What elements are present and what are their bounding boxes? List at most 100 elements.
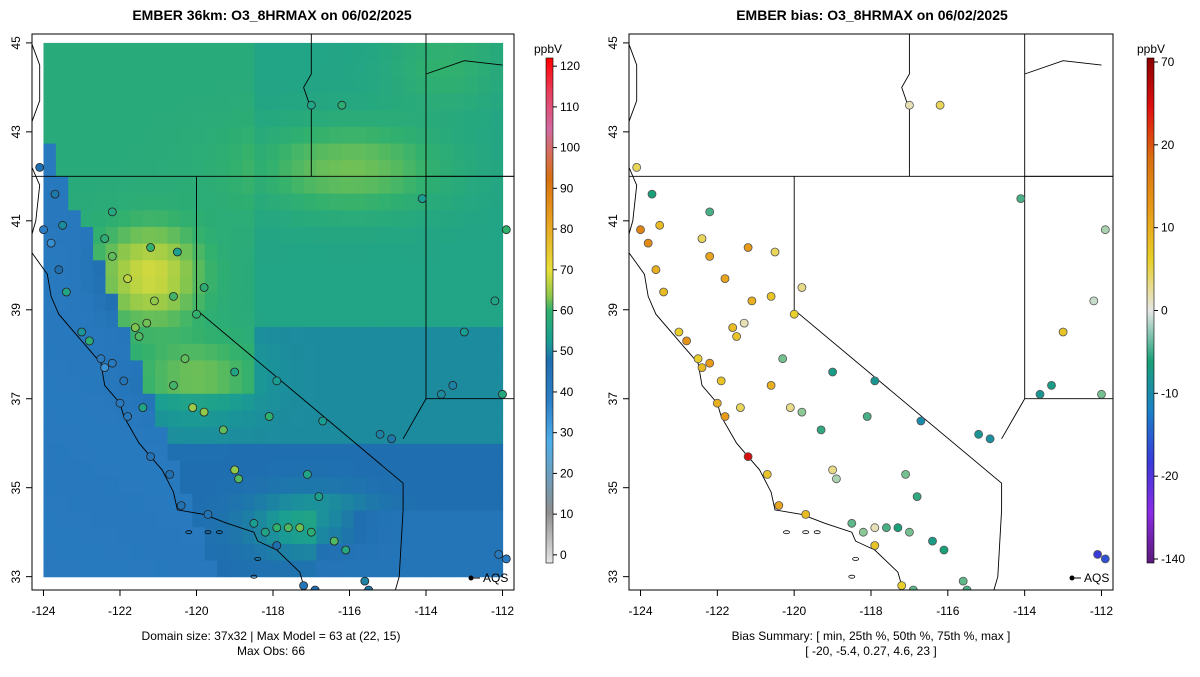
heatmap-cell <box>279 293 293 311</box>
heatmap-cell <box>328 142 342 161</box>
heatmap-cell <box>68 543 82 561</box>
heatmap-cell <box>266 226 280 244</box>
heatmap-cell <box>241 459 255 478</box>
heatmap-cell <box>366 509 380 528</box>
heatmap-cell <box>452 159 466 177</box>
heatmap-cell <box>130 476 144 494</box>
station-obs-marker <box>46 238 56 248</box>
heatmap-cell <box>428 326 442 344</box>
heatmap-cell <box>68 393 82 411</box>
heatmap-cell <box>415 426 429 444</box>
island <box>250 574 258 579</box>
station-bias-marker <box>743 452 753 462</box>
heatmap-cell <box>403 543 417 561</box>
heatmap-cell <box>241 493 255 511</box>
x-tick-label: -122 <box>108 604 132 618</box>
heatmap-cell <box>155 159 169 177</box>
heatmap-cell <box>452 393 466 411</box>
heatmap-cell <box>167 443 181 461</box>
heatmap-cell <box>477 276 491 294</box>
station-bias-marker <box>816 425 826 435</box>
heatmap-cell <box>490 59 504 77</box>
heatmap-cell <box>477 126 491 144</box>
heatmap-cell <box>117 459 131 478</box>
colorbar-tick-label: 0 <box>1161 304 1168 318</box>
heatmap-cell <box>366 259 380 278</box>
heatmap-cell <box>80 359 94 378</box>
heatmap-cell <box>167 259 181 278</box>
station-obs-marker <box>58 220 67 230</box>
heatmap-cell <box>390 559 404 578</box>
station-obs-marker <box>39 225 48 235</box>
heatmap-cell <box>316 243 330 261</box>
heatmap-cell <box>428 293 442 311</box>
heatmap-cell <box>266 426 280 444</box>
heatmap-cell <box>279 543 293 561</box>
heatmap-cell <box>93 459 107 478</box>
heatmap-cell <box>428 526 442 544</box>
heatmap-cell <box>328 259 342 278</box>
heatmap-cell <box>477 293 491 311</box>
station-bias-marker <box>643 238 653 248</box>
station-bias-marker <box>1100 554 1110 564</box>
x-tick-label: -118 <box>261 604 284 618</box>
heatmap-cell <box>390 76 404 94</box>
heatmap-cell <box>428 259 442 278</box>
heatmap-cell <box>415 326 429 344</box>
heatmap-cell <box>68 159 82 177</box>
heatmap-cell <box>93 109 107 127</box>
heatmap-cell <box>328 459 342 478</box>
station-bias-marker <box>705 207 715 217</box>
heatmap-cell <box>204 209 218 227</box>
station-bias-marker <box>797 407 807 417</box>
heatmap-cell <box>130 209 144 227</box>
heatmap-cell <box>142 159 156 177</box>
heatmap-cell <box>254 409 268 428</box>
heatmap-cell <box>192 243 206 261</box>
heatmap-cell <box>266 309 280 328</box>
heatmap-cell <box>241 293 255 311</box>
heatmap-cell <box>490 209 504 227</box>
heatmap-cell <box>80 76 94 94</box>
heatmap-cell <box>415 443 429 461</box>
heatmap-cell <box>366 393 380 411</box>
heatmap-cell <box>266 59 280 77</box>
station-bias-marker <box>974 429 983 439</box>
heatmap-cell <box>142 259 156 278</box>
heatmap-cell <box>241 259 255 278</box>
heatmap-cell <box>266 443 280 461</box>
heatmap-cell <box>192 326 206 344</box>
heatmap-cell <box>130 226 144 244</box>
heatmap-cell <box>167 543 181 561</box>
heatmap-cell <box>55 92 69 111</box>
heatmap-cell <box>366 243 380 261</box>
heatmap-cell <box>167 59 181 77</box>
heatmap-cell <box>167 359 181 378</box>
heatmap-cell <box>378 243 392 261</box>
heatmap-cell <box>80 343 94 361</box>
heatmap-cell <box>80 376 94 394</box>
heatmap-cell <box>167 343 181 361</box>
heatmap-cell <box>192 159 206 177</box>
station-obs-marker <box>130 323 140 333</box>
heatmap-cell <box>55 142 69 161</box>
heatmap-cell <box>477 343 491 361</box>
heatmap-cell <box>68 193 82 211</box>
heatmap-cell <box>192 259 206 278</box>
observation-stations <box>35 100 511 590</box>
heatmap-cell <box>192 493 206 511</box>
heatmap-cell <box>179 109 193 127</box>
heatmap-cell <box>490 76 504 94</box>
heatmap-cell <box>291 276 305 294</box>
island <box>813 530 821 535</box>
heatmap-cell <box>105 509 119 528</box>
colorbar-tick-label: -10 <box>1161 386 1179 400</box>
heatmap-cell <box>390 142 404 161</box>
heatmap-cell <box>55 159 69 177</box>
heatmap-cell <box>80 526 94 544</box>
y-tick-label: 43 <box>606 125 620 139</box>
heatmap-cell <box>204 309 218 328</box>
heatmap-cell <box>403 226 417 244</box>
station-bias-marker <box>705 358 715 368</box>
